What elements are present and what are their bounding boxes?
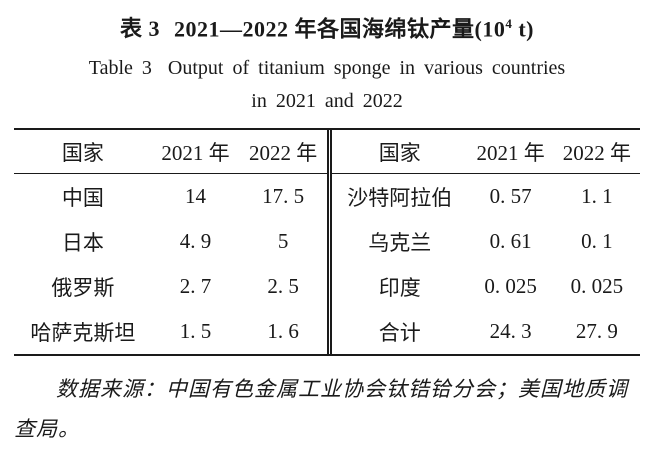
header-cell-country: 国家: [378, 140, 421, 165]
cell-value-2021: 0. 025: [484, 274, 537, 299]
data-table: 国家 2021 年 2022 年 中国 14 17. 5 日本 4. 9 5 俄…: [14, 128, 640, 357]
table-number-en: Table 3: [88, 57, 152, 80]
cell-value-2021: 0. 57: [489, 184, 532, 209]
cell-value-2022: 2. 5: [267, 274, 299, 299]
table-row-total: 合计 24. 3 27. 9: [332, 309, 640, 354]
table-left-panel: 国家 2021 年 2022 年 中国 14 17. 5 日本 4. 9 5 俄…: [14, 130, 327, 354]
cell-country-name: 中国: [61, 185, 104, 210]
table-title-en: Table 3 Output of titanium sponge in vari…: [0, 55, 654, 81]
cell-total-label: 合计: [378, 320, 421, 345]
table-number-cn: 表 3: [120, 16, 161, 42]
table-right-panel: 国家 2021 年 2022 年 沙特阿拉伯 0. 57 1. 1 乌克兰 0.…: [327, 130, 640, 355]
table-header-row: 国家 2021 年 2022 年: [332, 130, 640, 175]
cell-value-2021: 4. 9: [179, 229, 212, 254]
header-cell-2021: 2021 年: [476, 140, 545, 165]
header-cell-2022: 2022 年: [249, 140, 318, 165]
cell-value-2022: 1. 1: [581, 184, 613, 209]
source-note: 数据来源：中国有色金属工业协会钛锆铪分会；美国地质调查局。: [14, 377, 628, 442]
cell-country-name: 日本: [61, 230, 104, 255]
cell-country-name: 俄罗斯: [51, 275, 115, 300]
table-row: 哈萨克斯坦 1. 5 1. 6: [14, 309, 327, 354]
header-cell-country: 国家: [61, 140, 104, 165]
header-cell-2021: 2021 年: [161, 140, 230, 165]
cell-total-2022: 27. 9: [575, 319, 618, 344]
cell-country-name: 乌克兰: [368, 230, 432, 255]
cell-value-2022: 0. 1: [581, 229, 613, 254]
table-row: 印度 0. 025 0. 025: [332, 264, 640, 309]
table-row: 中国 14 17. 5: [14, 174, 327, 219]
table-row: 沙特阿拉伯 0. 57 1. 1: [332, 174, 640, 219]
table-title-en-line2: in 2021 and 2022: [251, 90, 403, 113]
table-title-cn: 表 3 2021—2022 年各国海绵钛产量(104 t): [0, 0, 654, 44]
header-cell-2022: 2022 年: [562, 140, 631, 165]
table-header-row: 国家 2021 年 2022 年: [14, 130, 327, 175]
cell-country-name: 印度: [378, 275, 421, 300]
cell-country-name: 哈萨克斯坦: [30, 320, 136, 345]
cell-value-2021: 14: [185, 184, 207, 209]
cell-value-2022: 0. 025: [570, 274, 624, 299]
cell-country-name: 沙特阿拉伯: [347, 185, 453, 210]
cell-value-2022: 17. 5: [262, 184, 305, 209]
table-title-cn-text: 2021—2022 年各国海绵钛产量(10: [174, 16, 506, 42]
cell-value-2022: 1. 6: [267, 319, 299, 344]
table-row: 日本 4. 9 5: [14, 219, 327, 264]
cell-value-2021: 1. 5: [179, 319, 212, 344]
cell-value-2021: 2. 7: [179, 274, 212, 299]
cell-total-2021: 24. 3: [489, 319, 532, 344]
table-row: 俄罗斯 2. 7 2. 5: [14, 264, 327, 309]
cell-value-2021: 0. 61: [489, 229, 532, 254]
table-title-cn-unit: t): [512, 16, 534, 42]
table-title-en-text: Output of titanium sponge in various cou…: [167, 57, 566, 80]
cell-value-2022: 5: [277, 229, 289, 254]
table-row: 乌克兰 0. 61 0. 1: [332, 219, 640, 264]
unit-exponent: 4: [505, 16, 513, 31]
